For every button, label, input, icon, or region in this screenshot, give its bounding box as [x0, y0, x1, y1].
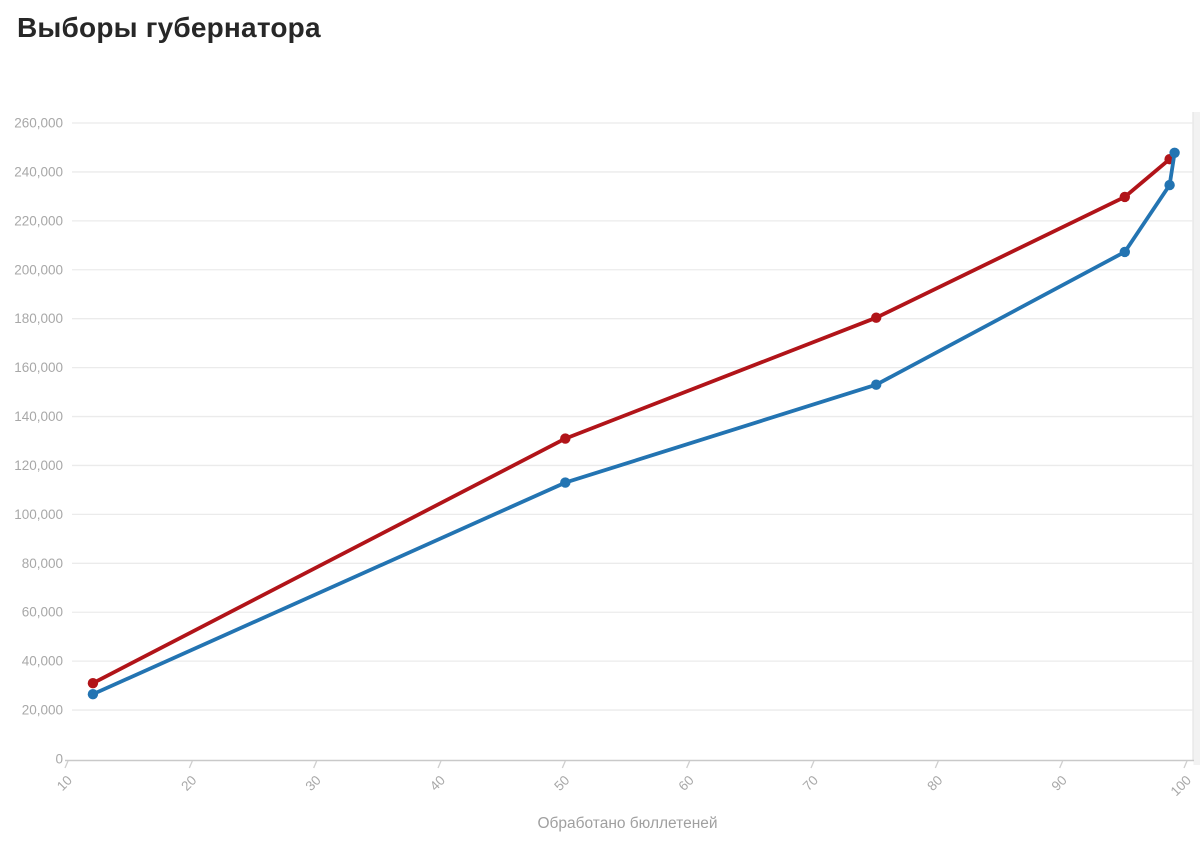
data-point-red-candidate[interactable] — [871, 312, 882, 323]
x-tick-label: 10 — [54, 773, 75, 794]
x-tick-label: 40 — [427, 773, 448, 794]
y-tick-label: 200,000 — [14, 262, 63, 277]
y-axis: 0 20,000 40,000 60,000 80,000 100,000 120,000 1… — [14, 116, 1193, 767]
y-tick-label: 140,000 — [14, 409, 63, 424]
y-tick-label: 220,000 — [14, 213, 63, 228]
data-point-blue-candidate[interactable] — [1119, 246, 1131, 258]
y-tick-label: 260,000 — [14, 116, 63, 131]
x-tick-label: 60 — [676, 773, 697, 794]
data-point-blue-candidate[interactable] — [1169, 147, 1180, 158]
y-tick-label: 160,000 — [14, 360, 63, 375]
x-tick-label: 30 — [303, 773, 324, 794]
x-tick-label: 80 — [924, 773, 945, 794]
y-tick-label: 120,000 — [14, 458, 63, 473]
x-tick-label: 90 — [1049, 773, 1070, 794]
series-line-blue-candidate — [91, 150, 1177, 697]
x-tick — [437, 760, 442, 769]
series-red-candidate — [87, 154, 1175, 689]
x-tick — [810, 760, 815, 769]
y-tick-label: 100,000 — [14, 507, 63, 522]
plot-right-band — [1193, 112, 1200, 765]
y-tick-label: 0 — [55, 752, 63, 767]
x-tick — [64, 760, 69, 769]
x-tick-label: 70 — [800, 773, 821, 794]
x-tick — [313, 760, 318, 769]
x-tick-label: 20 — [178, 773, 199, 794]
data-point-blue-candidate[interactable] — [560, 477, 571, 488]
data-point-red-candidate[interactable] — [87, 678, 99, 689]
data-point-blue-candidate[interactable] — [1164, 179, 1175, 191]
data-point-red-candidate[interactable] — [1119, 191, 1131, 203]
x-tick — [934, 760, 939, 769]
x-tick-label: 50 — [551, 773, 572, 794]
y-tick-label: 180,000 — [14, 311, 63, 326]
data-point-blue-candidate[interactable] — [87, 689, 99, 700]
x-tick — [686, 760, 691, 769]
y-tick-label: 240,000 — [14, 164, 63, 179]
series-blue-candidate — [87, 147, 1180, 700]
x-axis-title: Обработано бюллетеней — [537, 815, 717, 832]
data-point-blue-candidate[interactable] — [871, 379, 882, 390]
x-tick — [188, 760, 193, 769]
series-line-red-candidate — [91, 157, 1172, 686]
x-tick — [561, 760, 566, 769]
data-point-red-candidate[interactable] — [560, 433, 571, 444]
y-tick-label: 60,000 — [22, 605, 63, 620]
x-tick — [1183, 760, 1188, 769]
x-tick — [1059, 760, 1064, 769]
y-tick-label: 40,000 — [22, 654, 63, 669]
x-tick-label: 100 — [1168, 773, 1195, 800]
chart-title: Выборы губернатора — [17, 12, 321, 43]
y-tick-label: 80,000 — [22, 556, 63, 571]
y-tick-label: 20,000 — [22, 703, 63, 718]
x-axis: 10 20 30 40 50 60 70 80 90 100 — [54, 759, 1195, 800]
